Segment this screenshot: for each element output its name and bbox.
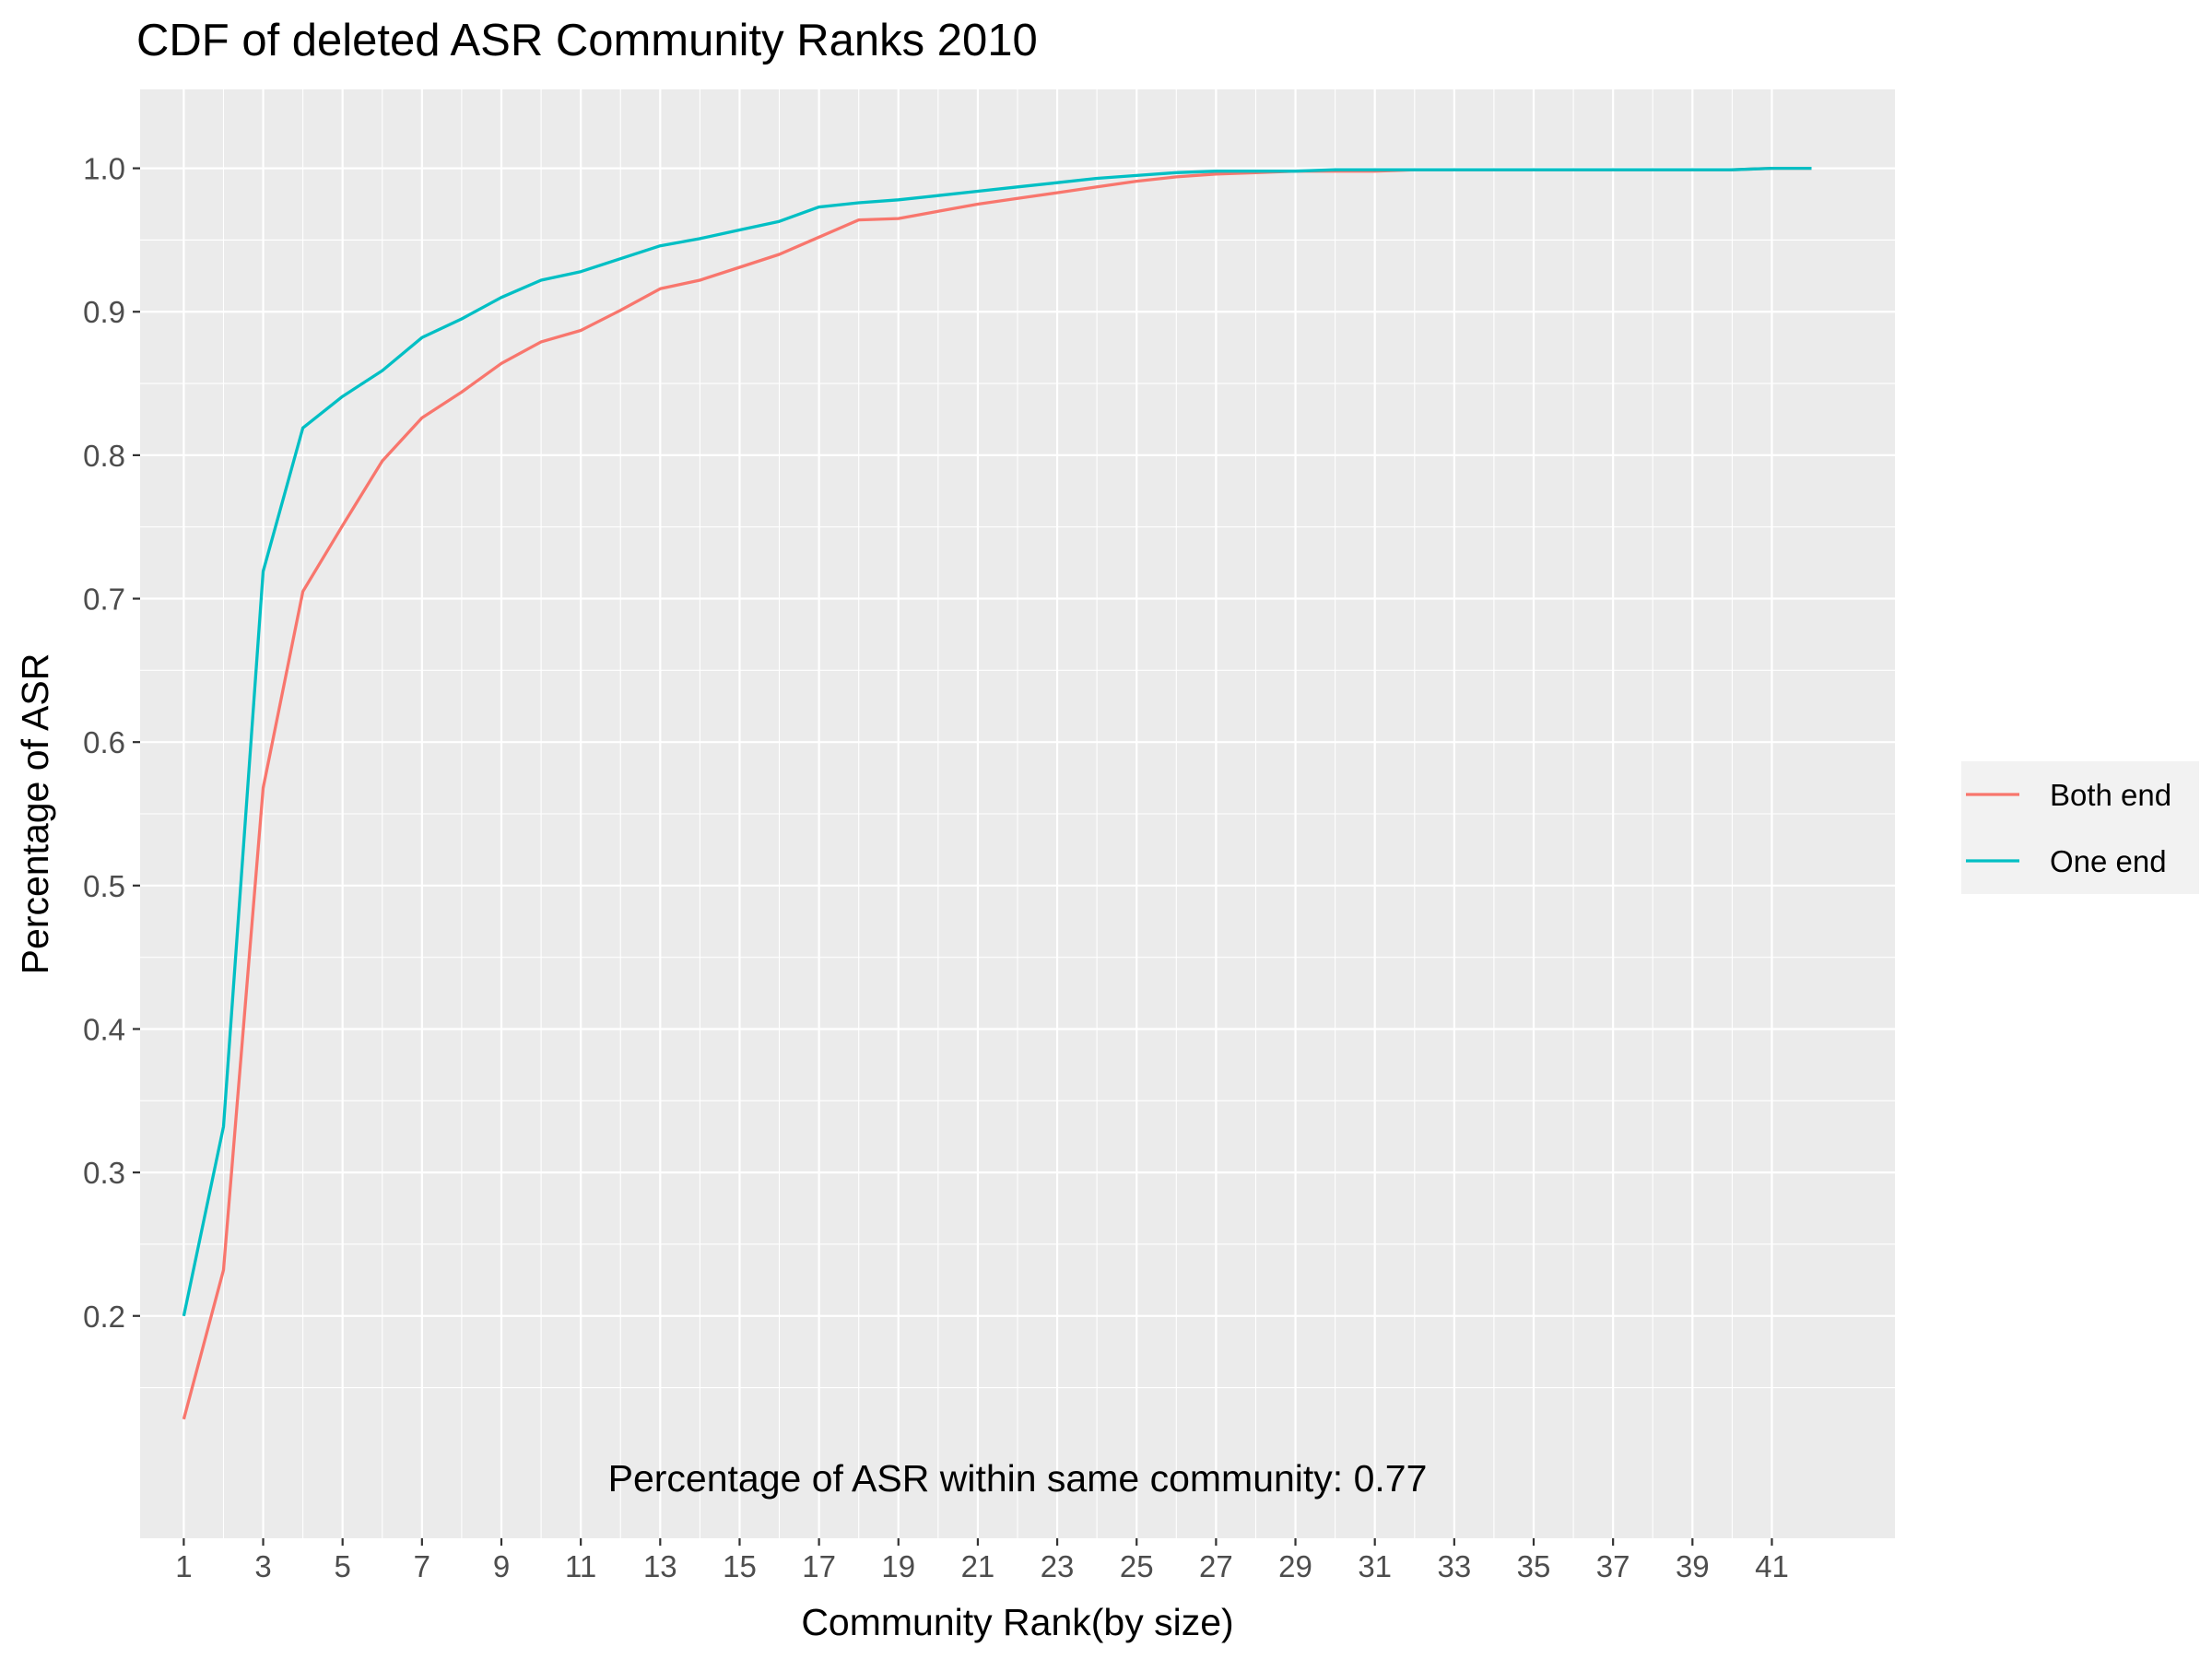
x-tick-label: 29 [1278, 1549, 1312, 1583]
x-tick-label: 7 [414, 1549, 430, 1583]
y-tick-label: 0.5 [83, 869, 125, 903]
x-tick-label: 1 [175, 1549, 192, 1583]
y-tick-label: 1.0 [83, 152, 125, 186]
x-tick-label: 25 [1120, 1549, 1154, 1583]
series-layer [182, 166, 1812, 1420]
x-tick-label: 41 [1755, 1549, 1789, 1583]
x-tick-label: 23 [1041, 1549, 1075, 1583]
y-tick-label: 0.6 [83, 725, 125, 759]
x-tick-label: 9 [493, 1549, 510, 1583]
x-tick-label: 17 [802, 1549, 836, 1583]
y-tick-label: 0.4 [83, 1012, 125, 1046]
x-tick-label: 11 [565, 1549, 596, 1583]
minor-gridlines [140, 89, 1895, 1538]
y-axis: 0.2 0.3 0.4 0.5 0.6 0.7 0.8 0.9 1.0 [83, 152, 140, 1334]
major-gridlines [140, 89, 1895, 1538]
x-tick-label: 3 [254, 1549, 271, 1583]
x-axis-title: Community Rank(by size) [801, 1601, 1233, 1643]
x-axis: 1 3 5 7 9 11 13 15 17 19 21 23 25 27 29 31 33 35 37 39 41 [175, 1538, 1789, 1583]
x-tick-label: 5 [335, 1549, 351, 1583]
x-tick-label: 21 [961, 1549, 995, 1583]
x-tick-label: 31 [1358, 1549, 1392, 1583]
x-tick-label: 37 [1596, 1549, 1630, 1583]
y-tick-label: 0.3 [83, 1156, 125, 1190]
y-tick-label: 0.2 [83, 1300, 125, 1334]
x-tick-label: 13 [643, 1549, 677, 1583]
chart-title: CDF of deleted ASR Community Ranks 2010 [136, 16, 1038, 65]
y-tick-label: 0.8 [83, 439, 125, 473]
x-tick-label: 39 [1676, 1549, 1710, 1583]
x-tick-label: 33 [1437, 1549, 1471, 1583]
legend-label-both-end: Both end [2050, 778, 2171, 812]
x-tick-label: 35 [1517, 1549, 1551, 1583]
x-tick-label: 27 [1199, 1549, 1233, 1583]
legend-label-one-end: One end [2050, 844, 2167, 878]
x-tick-label: 15 [723, 1549, 757, 1583]
annotation-text: Percentage of ASR within same community:… [608, 1457, 1428, 1500]
series-line-one-end [182, 166, 1812, 1317]
legend: Both end One end [1961, 761, 2199, 894]
legend-background [1961, 761, 2199, 894]
y-tick-label: 0.9 [83, 295, 125, 329]
y-tick-label: 0.7 [83, 582, 125, 617]
y-axis-title: Percentage of ASR [14, 653, 56, 975]
x-tick-label: 19 [881, 1549, 915, 1583]
